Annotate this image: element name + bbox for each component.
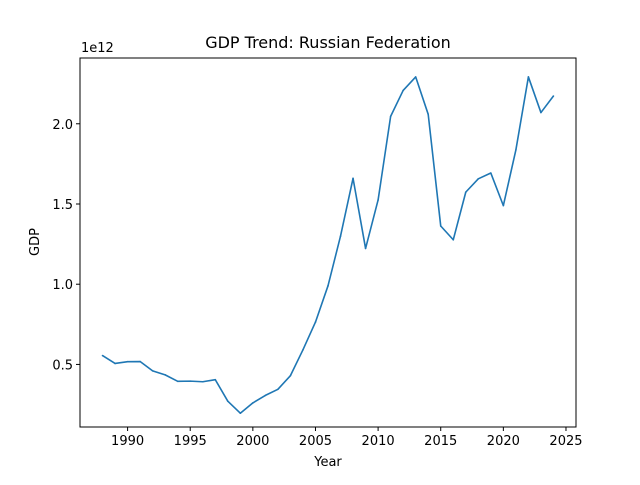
data-point [402, 89, 404, 92]
axis-ticks: 1990 1995 2000 2005 2010 2015 2020 2025 0.5 1.0 1.… [52, 118, 582, 449]
data-point [464, 191, 467, 193]
plot-area [101, 76, 555, 415]
x-tick-label: 1990 [111, 434, 144, 449]
data-point [389, 115, 392, 118]
data-point [214, 378, 217, 381]
y-tick-label: 0.5 [52, 358, 73, 373]
data-point [552, 95, 555, 97]
y-tick-label: 1.5 [52, 198, 73, 213]
x-tick-label: 2020 [487, 434, 520, 449]
data-point [302, 349, 304, 351]
x-axis-label: Year [313, 455, 342, 470]
data-point [327, 285, 329, 287]
data-point [252, 402, 254, 404]
data-point [126, 360, 129, 363]
data-point [239, 412, 242, 415]
data-point [277, 388, 279, 391]
x-tick-label: 2000 [236, 434, 269, 449]
data-point [314, 321, 317, 323]
data-point [427, 113, 430, 116]
data-point [289, 374, 292, 377]
data-point [364, 247, 367, 250]
chart-title: GDP Trend: Russian Federation [205, 33, 451, 52]
axes-frame [79, 57, 577, 428]
data-point [352, 177, 354, 180]
data-point [540, 111, 542, 114]
data-point [502, 204, 505, 207]
x-tick-label: 2025 [549, 434, 582, 449]
y-axis-offset-label: 1e12 [81, 41, 114, 56]
data-point [490, 172, 492, 174]
data-point [139, 360, 141, 363]
data-point [101, 354, 104, 357]
data-point [377, 199, 379, 201]
data-point [176, 380, 179, 383]
data-point [151, 370, 154, 372]
data-point [189, 380, 192, 382]
data-point [515, 149, 517, 151]
data-point [452, 238, 455, 241]
data-point [264, 394, 267, 397]
data-point [164, 374, 166, 376]
y-tick-label: 1.0 [52, 278, 73, 293]
y-axis-label: GDP [28, 228, 43, 256]
data-point [339, 235, 342, 237]
x-tick-label: 2010 [362, 434, 395, 449]
data-point [527, 76, 530, 78]
data-point [439, 225, 442, 227]
x-tick-label: 2015 [424, 434, 457, 449]
x-tick-label: 1995 [174, 434, 207, 449]
data-point [477, 178, 480, 180]
data-point [414, 76, 417, 78]
data-point [114, 362, 116, 365]
data-point [226, 400, 229, 402]
x-tick-label: 2005 [299, 434, 332, 449]
y-tick-label: 2.0 [52, 118, 73, 133]
data-point [201, 380, 204, 383]
